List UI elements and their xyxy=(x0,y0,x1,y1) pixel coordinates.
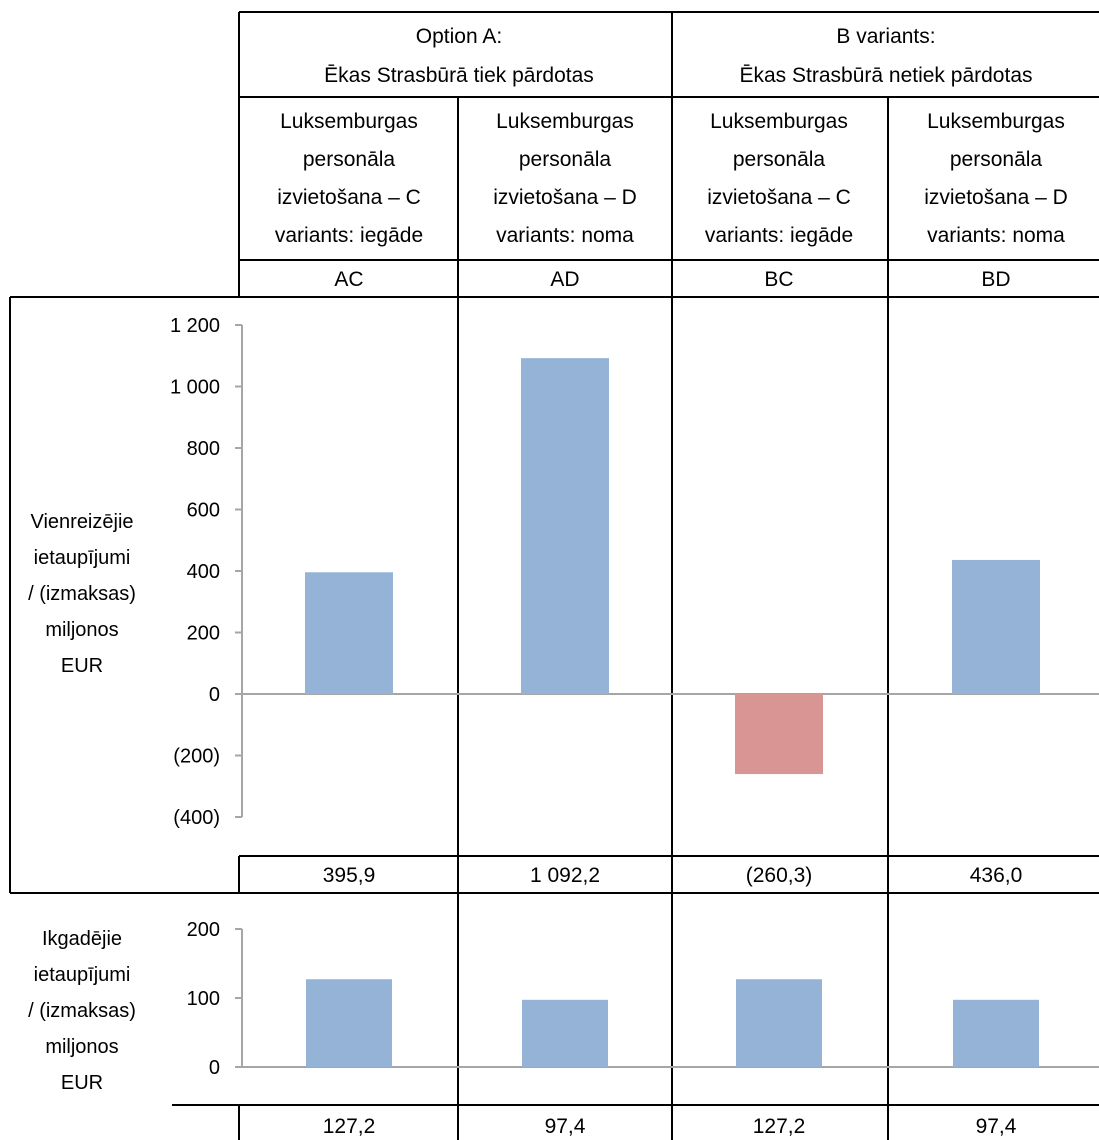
scenario-bd-code: BD xyxy=(981,268,1010,291)
y-axis-label-line1: Vienreizējie xyxy=(30,511,133,533)
y-axis-label-line5: EUR xyxy=(61,1072,103,1094)
value-label-bd: 436,0 xyxy=(970,864,1023,887)
group-b-title-line2: Ēkas Strasbūrā netiek pārdotas xyxy=(740,64,1033,87)
bar-bd xyxy=(952,559,1040,694)
one-time-chart: Vienreizējie ietaupījumi / (izmaksas) mi… xyxy=(28,315,1099,887)
y-tick-label: 0 xyxy=(209,1057,220,1079)
scenario-ad-code: AD xyxy=(550,268,579,291)
y-tick-label: (400) xyxy=(173,807,220,829)
scenario-ac-line1: Luksemburgas xyxy=(280,110,418,133)
bar-ad xyxy=(521,358,609,694)
y-axis-label-line2: ietaupījumi xyxy=(34,547,131,569)
group-b-title-line1: B variants: xyxy=(836,25,935,48)
scenario-ac-line4: variants: iegāde xyxy=(275,224,423,247)
bar-bd xyxy=(953,999,1039,1067)
y-tick-label: 200 xyxy=(187,919,220,941)
annual-chart: Ikgadējie ietaupījumi / (izmaksas) miljo… xyxy=(28,919,1099,1138)
scenario-bd-line4: variants: noma xyxy=(927,224,1065,247)
y-axis-label-line3: / (izmaksas) xyxy=(28,1000,136,1022)
scenario-bc-line2: personāla xyxy=(733,148,826,171)
scenario-bc-line3: izvietošana – C xyxy=(707,186,851,209)
scenario-ad-line3: izvietošana – D xyxy=(493,186,637,209)
scenario-bd-line3: izvietošana – D xyxy=(924,186,1068,209)
y-axis-label-line4: miljonos xyxy=(45,1036,118,1058)
value-labels: 127,2 97,4 127,2 97,4 xyxy=(323,1115,1017,1138)
scenario-ad-line1: Luksemburgas xyxy=(496,110,634,133)
value-label-ad: 97,4 xyxy=(545,1115,586,1138)
group-a-title-line1: Option A: xyxy=(416,25,502,48)
scenario-ad-line2: personāla xyxy=(519,148,612,171)
scenario-bc-code: BC xyxy=(764,268,793,291)
scenario-bd-line2: personāla xyxy=(950,148,1043,171)
y-axis-label-line1: Ikgadējie xyxy=(42,928,122,950)
y-tick-label: 100 xyxy=(187,988,220,1010)
value-label-ad: 1 092,2 xyxy=(530,864,600,887)
scenario-bd-line1: Luksemburgas xyxy=(927,110,1065,133)
y-tick-label: 600 xyxy=(187,500,220,522)
y-axis-label-line3: / (izmaksas) xyxy=(28,583,136,605)
bar-ad xyxy=(522,999,608,1067)
y-tick-label: 400 xyxy=(187,561,220,583)
y-tick-label: 1 200 xyxy=(170,315,220,337)
y-tick-label: (200) xyxy=(173,746,220,768)
value-label-ac: 395,9 xyxy=(323,864,376,887)
scenario-ad-line4: variants: noma xyxy=(496,224,634,247)
y-tick-label: 1 000 xyxy=(170,377,220,399)
scenario-ac-code: AC xyxy=(334,268,363,291)
y-axis-label-line2: ietaupījumi xyxy=(34,964,131,986)
y-tick-label: 0 xyxy=(209,684,220,706)
bar-ac xyxy=(305,572,393,694)
bars xyxy=(305,358,1040,775)
bar-bc xyxy=(736,979,822,1067)
group-a-title-line2: Ēkas Strasbūrā tiek pārdotas xyxy=(324,64,594,87)
table-grid xyxy=(9,11,1099,1140)
value-label-ac: 127,2 xyxy=(323,1115,376,1138)
y-tick-label: 800 xyxy=(187,438,220,460)
scenario-bc-line4: variants: iegāde xyxy=(705,224,853,247)
scenario-bc-line1: Luksemburgas xyxy=(710,110,848,133)
y-axis-label-line4: miljonos xyxy=(45,619,118,641)
bar-ac xyxy=(306,979,392,1067)
bar-bc xyxy=(735,694,823,775)
scenario-ac-line3: izvietošana – C xyxy=(277,186,421,209)
y-axis-label-line5: EUR xyxy=(61,655,103,677)
value-label-bc: 127,2 xyxy=(753,1115,806,1138)
value-label-bd: 97,4 xyxy=(976,1115,1017,1138)
y-tick-label: 200 xyxy=(187,623,220,645)
value-labels: 395,9 1 092,2 (260,3) 436,0 xyxy=(323,864,1023,887)
value-label-bc: (260,3) xyxy=(746,864,813,887)
header-table: Option A: Ēkas Strasbūrā tiek pārdotas B… xyxy=(275,25,1068,291)
scenario-ac-line2: personāla xyxy=(303,148,396,171)
bars xyxy=(306,979,1039,1067)
